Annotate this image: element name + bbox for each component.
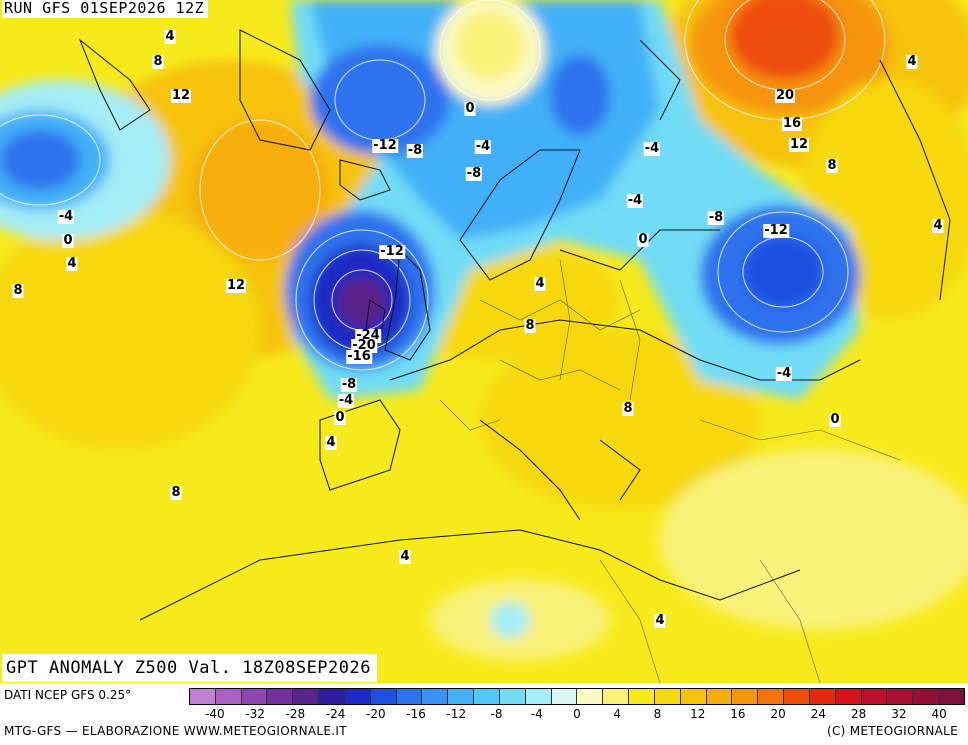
color-swatch [499,689,526,704]
color-swatch [448,689,475,704]
color-swatch [293,689,320,704]
color-scale-tick: -8 [490,707,503,721]
contour-label: 4 [906,54,918,69]
color-scale-tick: -16 [406,707,426,721]
anomaly-map: RUN GFS 01SEP2026 12Z 4 8 12 -4 0 4 8 12… [0,0,968,683]
contour-label: -4 [775,366,793,381]
color-swatch [939,689,964,704]
color-swatch [758,689,785,704]
contour-label: -8 [406,143,424,158]
color-swatch [680,689,707,704]
color-scale-tick: -12 [446,707,467,721]
map-field [0,0,968,683]
contour-label: 0 [637,232,649,247]
color-swatch [344,689,371,704]
color-swatch [577,689,604,704]
contour-label: 8 [524,318,536,333]
contour-label: -4 [474,139,492,154]
contour-label: 8 [826,158,838,173]
contour-label: 20 [774,88,796,103]
contour-label: 4 [534,276,546,291]
contour-label: 4 [654,613,666,628]
color-swatch [809,689,836,704]
color-scale-tick: 4 [613,707,622,721]
color-swatch [474,689,500,704]
data-source: DATI NCEP GFS 0.25° [4,688,132,702]
color-swatch [732,689,759,704]
color-swatch [370,689,397,704]
contour-label: 8 [622,401,634,416]
contour-label: -4 [57,209,75,224]
color-swatch [267,689,294,704]
color-swatch [525,689,552,704]
contour-label: -4 [643,141,661,156]
color-swatch [551,689,578,704]
run-title: RUN GFS 01SEP2026 12Z [2,0,209,18]
color-swatch [706,689,733,704]
color-scale-tick: 32 [891,707,907,721]
color-scale-tick: -24 [325,707,346,721]
color-swatch [241,689,268,704]
color-scale-tick: -20 [366,707,386,721]
map-title: GPT ANOMALY Z500 Val. 18Z08SEP2026 [2,654,377,682]
contour-label: -4 [626,193,644,208]
contour-label: -12 [372,138,398,153]
color-scale-tick: -28 [285,707,306,721]
color-swatch [913,689,940,704]
contour-label: 12 [225,278,247,293]
color-swatch [835,689,862,704]
color-swatch [654,689,681,704]
color-swatch [629,689,655,704]
color-swatch [215,689,242,704]
contour-label: 8 [170,485,182,500]
color-scale-tick: -4 [530,707,543,721]
color-scale-tick: -32 [245,707,265,721]
contour-label: -12 [763,223,789,238]
contour-label: -8 [465,166,483,181]
contour-label: 0 [464,101,476,116]
color-scale-tick: 20 [770,707,786,721]
color-scale-tick: 40 [931,707,947,721]
contour-label: 4 [932,218,944,233]
color-scale-tick: 24 [810,707,827,721]
contour-label: 16 [781,116,803,131]
contour-label: 8 [12,283,24,298]
color-scale-ticks: -40 -32 -28 -24 -20 -16 -12 -8 -4 0 4 8 12 16 20 24 28 32… [189,707,965,723]
color-swatch [784,689,810,704]
contour-label: 4 [66,256,78,271]
color-swatch [861,689,888,704]
contour-label: -12 [379,244,405,259]
organization-credit: MTG-GFS — ELABORAZIONE WWW.METEOGIORNALE… [4,724,347,738]
contour-label: 12 [170,88,192,103]
contour-label: 4 [164,29,176,44]
color-swatch [603,689,630,704]
contour-label: 12 [788,137,810,152]
contour-label: 0 [334,410,346,425]
color-swatch [422,689,449,704]
color-scale-tick: 0 [573,707,581,721]
footer: DATI NCEP GFS 0.25° -40 -32 -28 -24 -20 -16 -1… [0,683,968,745]
color-scale [189,688,965,705]
contour-label: -8 [340,377,358,392]
color-scale-tick: 28 [851,707,867,721]
color-scale-tick: 8 [653,707,662,721]
copyright: (C) METEOGIORNALE [826,724,958,738]
color-swatch [887,689,914,704]
color-swatch [319,689,345,704]
contour-label: 4 [399,549,411,564]
contour-label: -8 [707,210,725,225]
contour-label: 8 [152,54,164,69]
contour-label: -20 [351,338,377,353]
color-scale-tick: -40 [205,707,225,721]
contour-label: -4 [337,393,355,408]
contour-label: 0 [829,412,841,427]
color-scale-tick: 16 [730,707,746,721]
color-swatch [396,689,423,704]
color-swatch [190,689,216,704]
contour-label: 4 [325,435,337,450]
contour-label: -16 [346,349,372,364]
color-scale-tick: 12 [690,707,706,721]
contour-label: 0 [62,233,74,248]
